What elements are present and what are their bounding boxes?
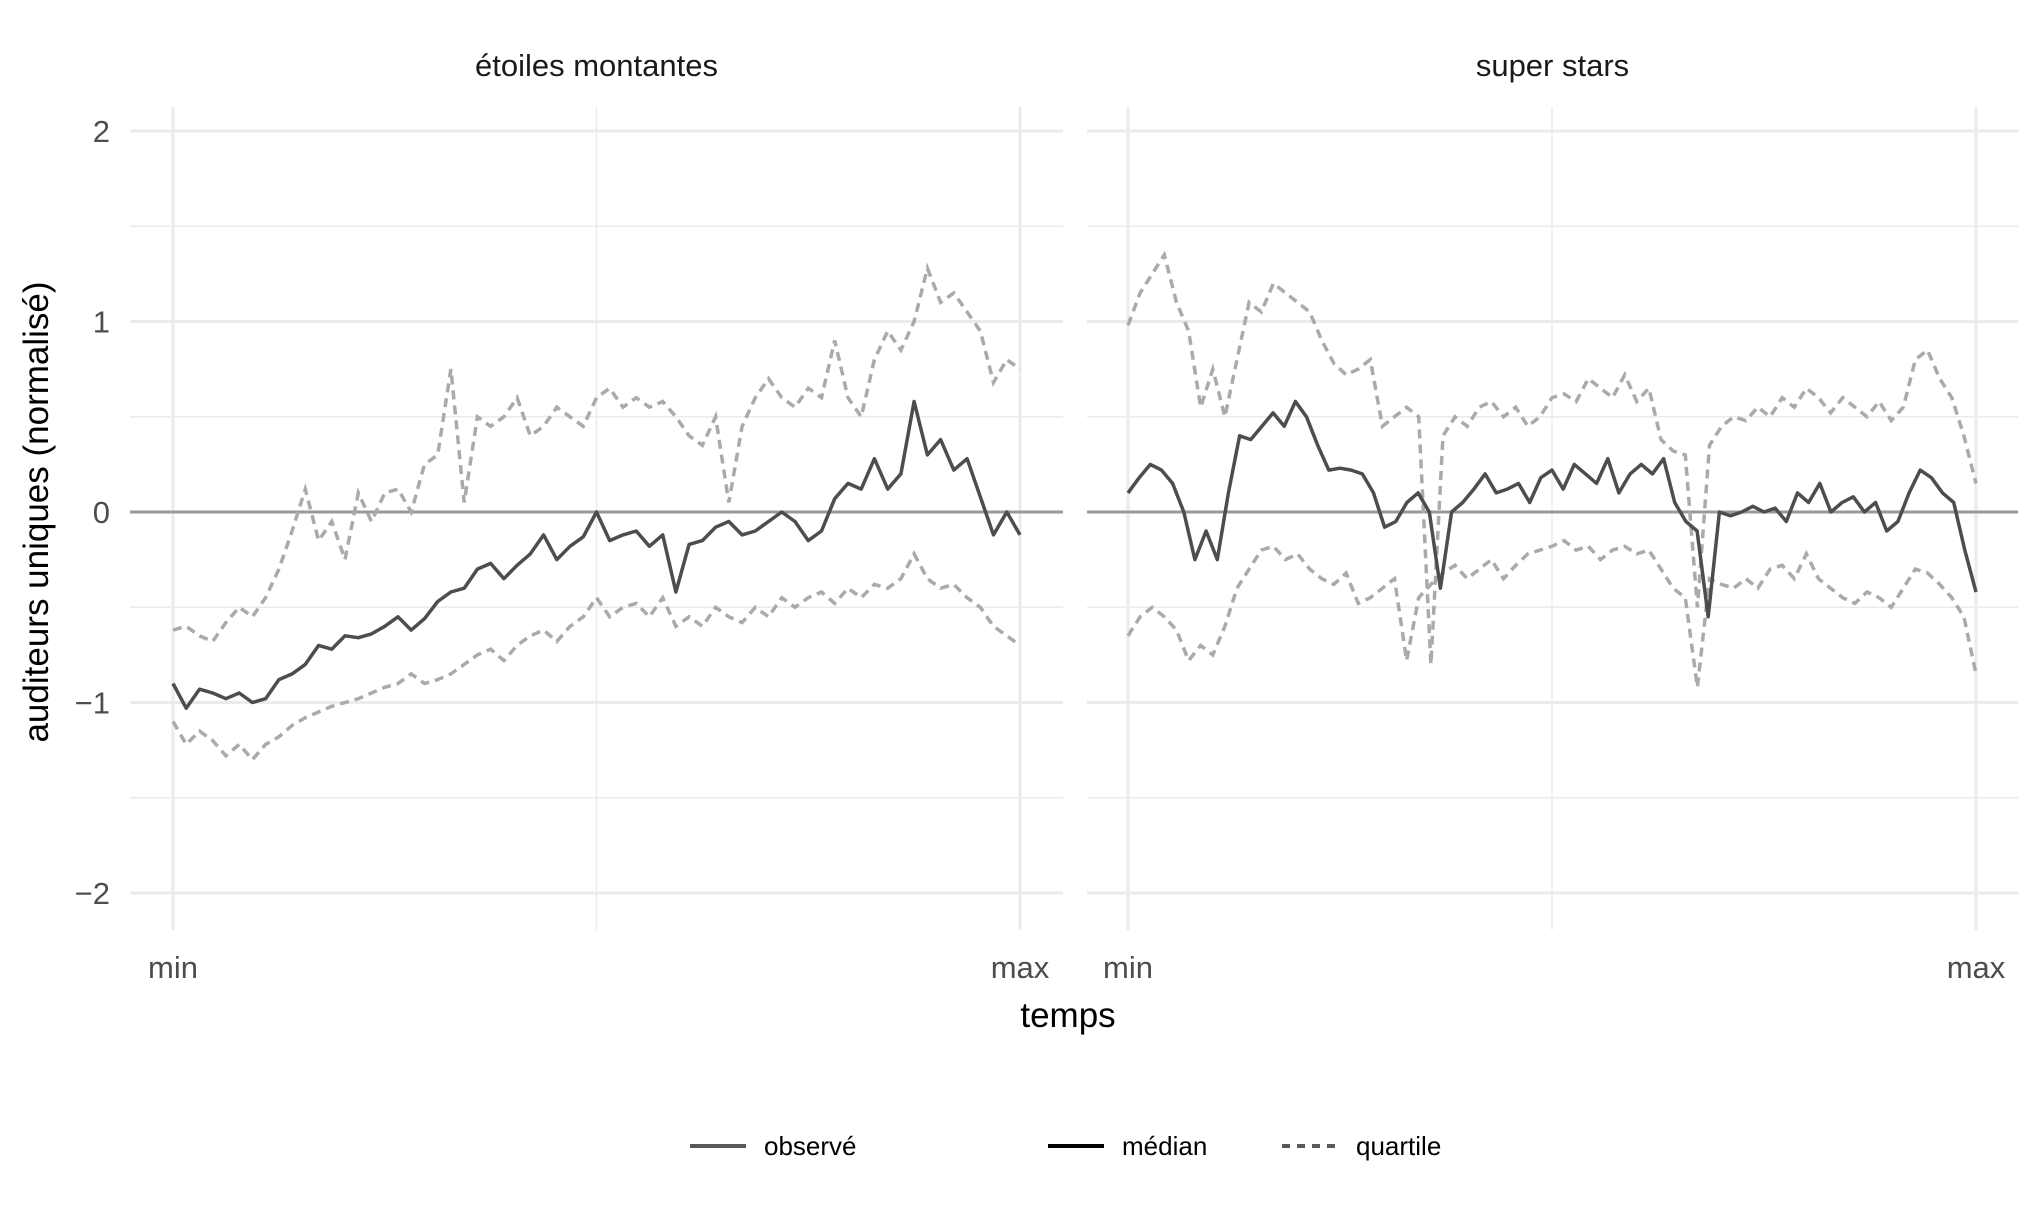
x-tick-label: min [148,950,198,985]
x-tick-label: min [1103,950,1153,985]
y-tick-label: 0 [93,495,110,530]
panel-0: étoiles montantes min max 2 1 0 −1 −2 [75,48,1063,985]
median-line [171,399,1022,710]
legend-label: quartile [1356,1131,1441,1161]
panel-title: super stars [1476,48,1629,83]
panel-title: étoiles montantes [475,48,718,83]
x-tick-label: max [1947,950,2006,985]
y-tick-label: −1 [75,686,110,721]
y-axis-title: auditeurs uniques (normalisé) [17,281,56,742]
lower-quartile-line [1126,538,1978,688]
legend-label: médian [1122,1131,1207,1161]
legend-label: observé [764,1131,857,1161]
x-axis-title: temps [1020,996,1115,1035]
y-tick-label: 1 [93,305,110,340]
y-tick-label: 2 [93,114,110,149]
median-line [1126,399,1978,619]
lower-quartile-line [171,550,1022,763]
upper-quartile-line [172,262,1022,644]
y-tick-label: −2 [75,876,110,911]
legend: observé médian quartile [690,1131,1441,1161]
x-tick-label: max [991,950,1050,985]
upper-quartile-line [1126,250,1978,665]
panel-1: super stars min max [1087,48,2018,985]
